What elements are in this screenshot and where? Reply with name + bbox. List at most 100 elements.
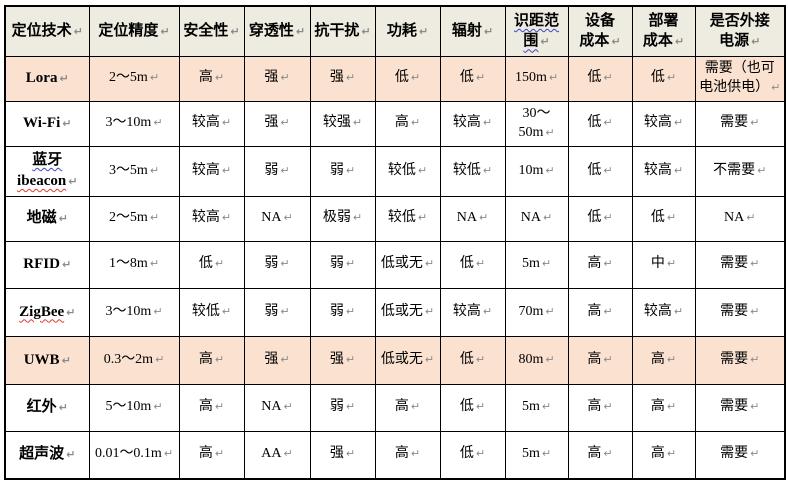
value-cell[interactable]: 高 ↵	[631, 335, 696, 385]
value-cell[interactable]: NA ↵	[243, 195, 311, 242]
value-cell[interactable]: 强 ↵	[309, 430, 376, 480]
tech-cell[interactable]: 蓝牙 ibeacon ↵	[4, 145, 90, 197]
value-cell[interactable]: 5m ↵	[504, 240, 569, 289]
value-cell[interactable]: 低 ↵	[631, 195, 696, 242]
value-cell[interactable]: 需要 ↵	[694, 287, 786, 337]
value-cell[interactable]: 较强 ↵	[309, 100, 376, 147]
value-cell[interactable]: 低 ↵	[567, 100, 633, 147]
value-cell[interactable]: 强 ↵	[309, 55, 376, 102]
value-cell[interactable]: 较低 ↵	[374, 195, 441, 242]
tech-cell[interactable]: Wi-Fi ↵	[4, 100, 90, 147]
value-cell[interactable]: 3～5m ↵	[88, 145, 180, 197]
value-cell[interactable]: 高 ↵	[178, 383, 245, 432]
value-cell[interactable]: NA ↵	[504, 195, 569, 242]
value-cell[interactable]: 高 ↵	[567, 287, 633, 337]
tech-cell[interactable]: 红外 ↵	[4, 383, 90, 432]
value-cell[interactable]: 低 ↵	[439, 240, 506, 289]
value-cell[interactable]: NA ↵	[439, 195, 506, 242]
column-header-10[interactable]: 是否外接 电源 ↵	[694, 5, 786, 57]
value-cell[interactable]: 高 ↵	[567, 430, 633, 480]
value-cell[interactable]: 较高 ↵	[178, 145, 245, 197]
value-cell[interactable]: 需要 ↵	[694, 430, 786, 480]
column-header-0[interactable]: 定位技术 ↵	[4, 5, 90, 57]
value-cell[interactable]: 1～8m ↵	[88, 240, 180, 289]
value-cell[interactable]: NA ↵	[694, 195, 786, 242]
tech-cell[interactable]: RFID ↵	[4, 240, 90, 289]
value-cell[interactable]: 低 ↵	[178, 240, 245, 289]
value-cell[interactable]: 低或无 ↵	[374, 240, 441, 289]
tech-cell[interactable]: UWB ↵	[4, 335, 90, 385]
value-cell[interactable]: 2～5m ↵	[88, 55, 180, 102]
value-cell[interactable]: 低 ↵	[374, 55, 441, 102]
value-cell[interactable]: 3～10m ↵	[88, 287, 180, 337]
value-cell[interactable]: 高 ↵	[374, 100, 441, 147]
value-cell[interactable]: 强 ↵	[309, 335, 376, 385]
value-cell[interactable]: 0.3～2m ↵	[88, 335, 180, 385]
value-cell[interactable]: 强 ↵	[243, 335, 311, 385]
value-cell[interactable]: 高 ↵	[567, 335, 633, 385]
value-cell[interactable]: 低或无 ↵	[374, 335, 441, 385]
value-cell[interactable]: 较低 ↵	[439, 145, 506, 197]
value-cell[interactable]: 3～10m ↵	[88, 100, 180, 147]
value-cell[interactable]: 弱 ↵	[309, 383, 376, 432]
column-header-1[interactable]: 定位精度 ↵	[88, 5, 180, 57]
value-cell[interactable]: 5～10m ↵	[88, 383, 180, 432]
tech-cell[interactable]: 地磁 ↵	[4, 195, 90, 242]
value-cell[interactable]: 中 ↵	[631, 240, 696, 289]
value-cell[interactable]: 需要（也可电池供电） ↵	[694, 55, 786, 102]
value-cell[interactable]: 强 ↵	[243, 100, 311, 147]
value-cell[interactable]: 150m ↵	[504, 55, 569, 102]
value-cell[interactable]: 较高 ↵	[439, 100, 506, 147]
value-cell[interactable]: 5m ↵	[504, 430, 569, 480]
value-cell[interactable]: 低 ↵	[439, 383, 506, 432]
column-header-9[interactable]: 部署 成本 ↵	[631, 5, 696, 57]
value-cell[interactable]: 较低 ↵	[374, 145, 441, 197]
value-cell[interactable]: 较高 ↵	[439, 287, 506, 337]
value-cell[interactable]: 弱 ↵	[243, 287, 311, 337]
column-header-6[interactable]: 辐射 ↵	[439, 5, 506, 57]
value-cell[interactable]: 弱 ↵	[243, 145, 311, 197]
value-cell[interactable]: 低 ↵	[631, 55, 696, 102]
value-cell[interactable]: 低 ↵	[439, 55, 506, 102]
value-cell[interactable]: 较低 ↵	[178, 287, 245, 337]
value-cell[interactable]: 低 ↵	[439, 335, 506, 385]
value-cell[interactable]: 较高 ↵	[178, 100, 245, 147]
value-cell[interactable]: 30～50m ↵	[504, 100, 569, 147]
value-cell[interactable]: 不需要 ↵	[694, 145, 786, 197]
value-cell[interactable]: 较高 ↵	[178, 195, 245, 242]
column-header-7[interactable]: 识距范围 ↵	[504, 5, 569, 57]
value-cell[interactable]: 需要 ↵	[694, 240, 786, 289]
value-cell[interactable]: 80m ↵	[504, 335, 569, 385]
value-cell[interactable]: 弱 ↵	[309, 240, 376, 289]
value-cell[interactable]: 5m ↵	[504, 383, 569, 432]
value-cell[interactable]: 较高 ↵	[631, 100, 696, 147]
column-header-2[interactable]: 安全性 ↵	[178, 5, 245, 57]
value-cell[interactable]: AA ↵	[243, 430, 311, 480]
value-cell[interactable]: 高 ↵	[178, 55, 245, 102]
value-cell[interactable]: 较高 ↵	[631, 145, 696, 197]
value-cell[interactable]: NA ↵	[243, 383, 311, 432]
value-cell[interactable]: 需要 ↵	[694, 383, 786, 432]
value-cell[interactable]: 高 ↵	[178, 335, 245, 385]
value-cell[interactable]: 弱 ↵	[309, 287, 376, 337]
value-cell[interactable]: 高 ↵	[374, 430, 441, 480]
value-cell[interactable]: 较高 ↵	[631, 287, 696, 337]
value-cell[interactable]: 低 ↵	[567, 55, 633, 102]
value-cell[interactable]: 0.01～0.1m ↵	[88, 430, 180, 480]
value-cell[interactable]: 高 ↵	[631, 383, 696, 432]
tech-cell[interactable]: Lora ↵	[4, 55, 90, 102]
value-cell[interactable]: 需要 ↵	[694, 335, 786, 385]
value-cell[interactable]: 强 ↵	[243, 55, 311, 102]
value-cell[interactable]: 高 ↵	[374, 383, 441, 432]
column-header-5[interactable]: 功耗 ↵	[374, 5, 441, 57]
value-cell[interactable]: 极弱 ↵	[309, 195, 376, 242]
value-cell[interactable]: 高 ↵	[631, 430, 696, 480]
value-cell[interactable]: 需要 ↵	[694, 100, 786, 147]
value-cell[interactable]: 高 ↵	[567, 240, 633, 289]
value-cell[interactable]: 高 ↵	[567, 383, 633, 432]
column-header-8[interactable]: 设备 成本 ↵	[567, 5, 633, 57]
value-cell[interactable]: 70m ↵	[504, 287, 569, 337]
value-cell[interactable]: 高 ↵	[178, 430, 245, 480]
tech-cell[interactable]: ZigBee ↵	[4, 287, 90, 337]
tech-cell[interactable]: 超声波 ↵	[4, 430, 90, 480]
